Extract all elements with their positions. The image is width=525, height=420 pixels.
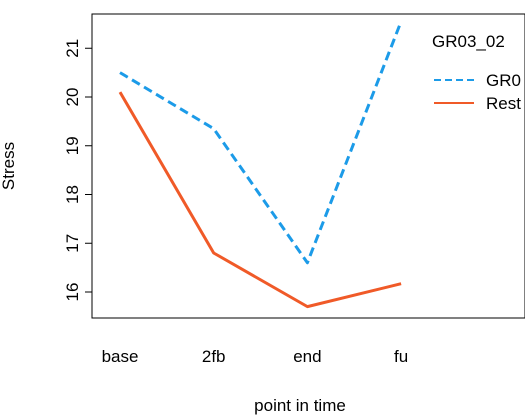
series-line-gr0 (119, 20, 403, 265)
x-axis-label: point in time (254, 396, 346, 415)
x-tick-label: end (293, 347, 321, 366)
y-tick-label: 20 (63, 88, 82, 107)
plot-frame (91, 13, 525, 319)
x-tick-label: 2fb (202, 347, 226, 366)
y-tick-label: 18 (63, 185, 82, 204)
legend-title: GR03_02 (432, 32, 505, 51)
x-tick-labels: base 2fb end fu (102, 347, 409, 366)
y-axis-label: Stress (0, 142, 18, 190)
y-tick-label: 21 (63, 39, 82, 58)
y-tick-label: 17 (63, 234, 82, 253)
legend-label-gr0: GR0 (486, 71, 521, 90)
x-tick-label: fu (394, 347, 408, 366)
y-axis: 16 17 18 19 20 21 (63, 39, 92, 302)
legend-label-rest: Rest (486, 94, 521, 113)
y-tick-label: 19 (63, 136, 82, 155)
series-layer (118, 20, 403, 309)
y-tick-label: 16 (63, 283, 82, 302)
x-tick-label: base (102, 347, 139, 366)
series-line-rest (118, 91, 402, 309)
legend: GR03_02 GR0 Rest (432, 32, 521, 113)
